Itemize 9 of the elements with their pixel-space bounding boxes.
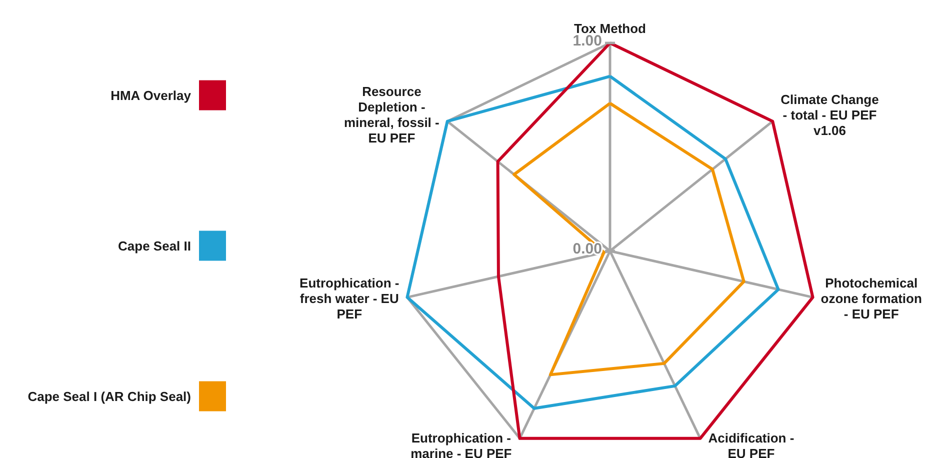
spoke-label: Photochemical ozone formation - EU PEF xyxy=(820,276,922,322)
spoke-label: Eutrophication - fresh water - EU PEF xyxy=(300,276,400,322)
spoke-label: Resource Depletion - mineral, fossil - EU PEF xyxy=(344,84,440,146)
legend-label: HMA Overlay xyxy=(110,88,192,103)
spoke-label: Climate Change - total - EU PEF v1.06 xyxy=(780,92,879,138)
legend-label: Cape Seal II xyxy=(118,238,191,254)
spoke-label: Acidification - EU PEF xyxy=(708,430,794,458)
legend-label: Cape Seal I (AR Chip Seal) xyxy=(28,388,191,404)
spoke-label: Eutrophication - marine - EU PEF xyxy=(410,430,512,458)
